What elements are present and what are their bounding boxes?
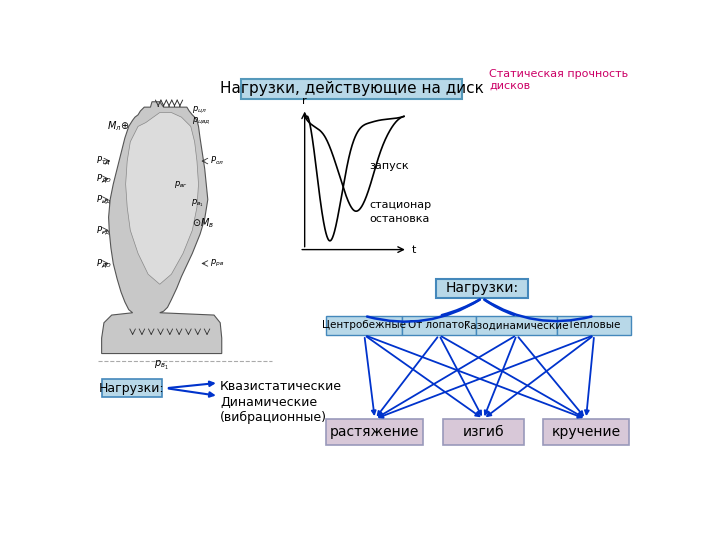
Text: Газодинамические: Газодинамические [464, 320, 569, 330]
FancyBboxPatch shape [326, 419, 423, 445]
Polygon shape [102, 102, 222, 354]
Text: $p_{в_1}$: $p_{в_1}$ [154, 359, 168, 372]
Text: $P_{ДО}$: $P_{ДО}$ [96, 257, 112, 270]
Text: растяжение: растяжение [330, 425, 420, 439]
Text: Тепловые: Тепловые [567, 320, 621, 330]
Text: $p_{в_1}$: $p_{в_1}$ [191, 198, 204, 209]
Text: $p_{цвд}$: $p_{цвд}$ [192, 115, 211, 125]
Text: Нагрузки:: Нагрузки: [99, 382, 165, 395]
Text: $p_{рв}$: $p_{рв}$ [210, 258, 225, 269]
Text: $P_{гд}$: $P_{гд}$ [96, 224, 110, 237]
Text: $p_{цл}$: $p_{цл}$ [192, 104, 207, 114]
Text: Нагрузки:: Нагрузки: [446, 281, 518, 295]
Text: $P_{ДО}$: $P_{ДО}$ [96, 172, 112, 185]
FancyBboxPatch shape [402, 316, 476, 335]
Text: кручение: кручение [552, 425, 621, 439]
Text: t: t [412, 245, 416, 254]
Text: остановка: остановка [369, 214, 429, 224]
FancyBboxPatch shape [326, 316, 402, 335]
Polygon shape [126, 112, 199, 284]
Text: Центробежные: Центробежные [323, 320, 406, 330]
Text: Квазистатические
Динамические
(вибрационные): Квазистатические Динамические (вибрацион… [220, 381, 342, 423]
FancyBboxPatch shape [436, 279, 528, 298]
Text: стационар: стационар [369, 200, 431, 210]
FancyBboxPatch shape [102, 379, 162, 397]
Text: r: r [302, 96, 307, 106]
FancyBboxPatch shape [241, 79, 462, 99]
FancyBboxPatch shape [557, 316, 631, 335]
FancyBboxPatch shape [476, 316, 557, 335]
FancyBboxPatch shape [443, 419, 524, 445]
Text: $P_{ТД}$: $P_{ТД}$ [96, 154, 111, 167]
Text: ⊙$M_{в}$: ⊙$M_{в}$ [192, 216, 215, 229]
FancyBboxPatch shape [544, 419, 629, 445]
Text: запуск: запуск [369, 161, 409, 171]
Text: $M_{л}$⊕: $M_{л}$⊕ [107, 119, 130, 133]
Text: $P_{цд}$: $P_{цд}$ [96, 193, 111, 206]
Text: От лопаток: От лопаток [408, 320, 470, 330]
Text: $P_{ол}$: $P_{ол}$ [210, 155, 225, 167]
Text: изгиб: изгиб [462, 425, 504, 439]
Text: Нагрузки, действующие на диск: Нагрузки, действующие на диск [220, 81, 484, 96]
Text: Статическая прочность
дисков: Статическая прочность дисков [489, 69, 629, 90]
Text: $p_{вг}$: $p_{вг}$ [174, 179, 188, 190]
